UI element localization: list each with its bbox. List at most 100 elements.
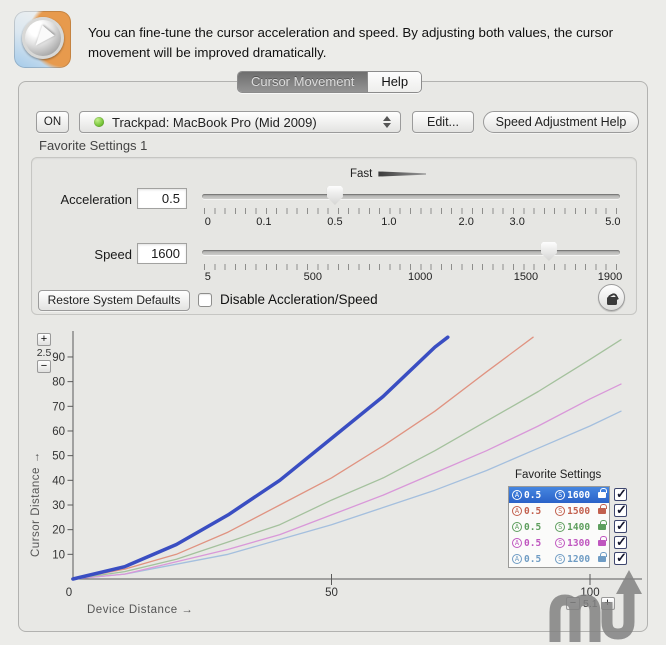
slider-tick-label: 0	[204, 216, 211, 228]
settings-lock-button[interactable]	[598, 284, 625, 311]
edit-button[interactable]: Edit...	[412, 111, 474, 133]
legend-checkbox[interactable]	[614, 550, 627, 566]
svg-text:70: 70	[52, 401, 65, 413]
y-zoom-in-button[interactable]: +	[37, 333, 51, 346]
speed-tick-labels: 5 500 1000 1500 1900	[202, 271, 623, 283]
acceleration-field[interactable]: 0.5	[137, 188, 187, 209]
tab-help[interactable]: Help	[368, 72, 422, 92]
speed-slider-thumb[interactable]	[540, 242, 557, 261]
device-popup[interactable]: Trackpad: MacBook Pro (Mid 2009)	[79, 111, 401, 133]
slider-tick-label: 1.0	[381, 216, 397, 228]
speed-badge-icon: S	[555, 506, 566, 516]
slider-tick-label: 1900	[597, 271, 623, 283]
y-zoom-out-button[interactable]: −	[37, 360, 51, 373]
fast-label: Fast	[350, 168, 373, 180]
x-zoom-out-button[interactable]: −	[566, 597, 580, 610]
speed-badge-icon: S	[555, 538, 566, 548]
main-panel: ON Trackpad: MacBook Pro (Mid 2009) Edit…	[18, 81, 648, 632]
legend-checkbox[interactable]	[614, 518, 627, 534]
speed-field[interactable]: 1600	[137, 243, 187, 264]
acceleration-label: Acceleration	[60, 192, 132, 207]
x-axis-title: Device Distance →	[87, 604, 194, 616]
legend-speed-value: 1200	[567, 553, 591, 565]
disable-acceleration-checkbox[interactable]	[198, 293, 212, 307]
legend-lock-icon	[598, 488, 607, 498]
legend-checkbox[interactable]	[614, 486, 627, 502]
x-zoom-in-button[interactable]: +	[600, 597, 615, 610]
legend-lock-icon	[598, 536, 607, 546]
legend-row[interactable]: A 0.5 S 1300	[509, 535, 609, 551]
legend-speed-value: 1300	[567, 537, 591, 549]
tab-bar: Cursor Movement Help	[237, 71, 423, 93]
fast-indicator: Fast	[350, 168, 427, 180]
disable-acceleration-label: Disable Accleration/Speed	[220, 292, 378, 307]
legend-row[interactable]: A 0.5 S 1200	[509, 551, 609, 567]
speed-slider-track[interactable]	[202, 250, 620, 255]
acceleration-badge-icon: A	[512, 538, 522, 548]
acceleration-slider[interactable]	[202, 186, 620, 206]
legend-speed-value: 1600	[567, 489, 591, 501]
restore-system-defaults-button[interactable]: Restore System Defaults	[38, 290, 190, 311]
legend-row[interactable]: A 0.5 S 1400	[509, 519, 609, 535]
fast-taper-icon	[378, 171, 427, 177]
y-axis-title: Cursor Distance →	[30, 451, 42, 557]
favorite-settings-group: Fast Acceleration 0.5 0 0.1 0.5 1.0 2.0 3.0 5.…	[31, 157, 637, 315]
legend-row[interactable]: A 0.5 S 1500	[509, 503, 609, 519]
acceleration-badge-icon: A	[512, 506, 522, 516]
speed-adjustment-help-button[interactable]: Speed Adjustment Help	[483, 111, 639, 133]
device-popup-value: Trackpad: MacBook Pro (Mid 2009)	[112, 114, 317, 130]
favorite-settings-title: Favorite Settings 1	[39, 138, 148, 153]
y-zoom-control: + 2.5 −	[31, 332, 57, 374]
svg-text:80: 80	[52, 377, 65, 389]
speed-label: Speed	[94, 247, 132, 262]
acceleration-slider-thumb[interactable]	[326, 186, 343, 205]
acceleration-tick-labels: 0 0.1 0.5 1.0 2.0 3.0 5.0	[202, 216, 621, 228]
svg-text:60: 60	[52, 426, 65, 438]
on-button[interactable]: ON	[36, 111, 69, 133]
slider-tick-label: 3.0	[509, 216, 525, 228]
tab-cursor-movement[interactable]: Cursor Movement	[238, 72, 369, 92]
svg-text:20: 20	[52, 525, 65, 537]
popup-arrows-icon	[380, 116, 394, 128]
open-padlock-icon	[607, 297, 617, 305]
svg-text:90: 90	[52, 352, 65, 364]
legend-acceleration-value: 0.5	[524, 553, 542, 565]
acceleration-badge-icon: A	[512, 490, 522, 500]
app-icon	[14, 11, 71, 68]
legend-lock-icon	[598, 504, 607, 514]
slider-tick-label: 0.1	[256, 216, 272, 228]
slider-tick-label: 2.0	[458, 216, 474, 228]
legend-acceleration-value: 0.5	[524, 505, 542, 517]
cursor-curve-chart: 10 20 30 40 50 60 70 80 90 0 50 100 + 2.5 − Cursor …	[29, 326, 643, 622]
legend-checkbox[interactable]	[614, 502, 627, 518]
description-text: You can fine-tune the cursor acceleratio…	[88, 25, 614, 60]
speed-badge-icon: S	[555, 522, 566, 532]
speed-tickmarks	[204, 264, 618, 270]
legend-checkbox[interactable]	[614, 534, 627, 550]
acceleration-slider-track[interactable]	[202, 194, 620, 199]
x-zoom-value: 5.1	[583, 597, 598, 610]
svg-text:10: 10	[52, 549, 65, 561]
trackball-wheel-icon	[22, 17, 64, 59]
legend-lock-icon	[598, 520, 607, 530]
slider-tick-label: 5	[204, 271, 211, 283]
legend-row[interactable]: A 0.5 S 1600	[509, 487, 609, 503]
legend-speed-value: 1400	[567, 521, 591, 533]
speed-slider[interactable]	[202, 242, 620, 262]
slider-tick-label: 500	[303, 271, 322, 283]
legend-acceleration-value: 0.5	[524, 489, 542, 501]
svg-text:40: 40	[52, 475, 65, 487]
legend-acceleration-value: 0.5	[524, 521, 542, 533]
svg-text:30: 30	[52, 500, 65, 512]
acceleration-badge-icon: A	[512, 554, 522, 564]
acceleration-tickmarks	[204, 208, 618, 214]
legend-title: Favorite Settings	[515, 469, 602, 481]
y-zoom-value: 2.5	[36, 347, 52, 359]
device-status-icon	[94, 117, 104, 127]
legend-box: A 0.5 S 1600 A 0.5 S 1500 A 0.5 S 1400 A 0.5 S	[508, 486, 610, 568]
legend-speed-value: 1500	[567, 505, 591, 517]
slider-tick-label: 0.5	[327, 216, 343, 228]
speed-badge-icon: S	[555, 490, 566, 500]
speed-badge-icon: S	[555, 554, 566, 564]
